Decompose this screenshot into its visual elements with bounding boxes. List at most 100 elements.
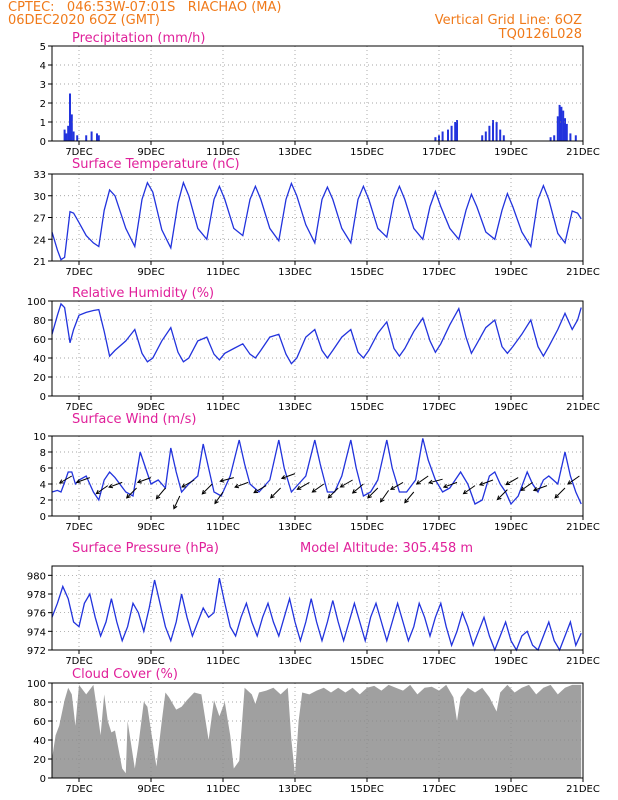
y-tick-label: 20 [33, 373, 46, 384]
wind-arrow-head [269, 493, 275, 499]
x-tick-label: 9DEC [137, 267, 164, 278]
y-tick-label: 974 [27, 627, 46, 638]
x-tick-label: 19DEC [494, 402, 528, 413]
y-tick-label: 980 [27, 571, 46, 582]
x-tick-label: 11DEC [206, 267, 240, 278]
wind-arrow-head [173, 504, 178, 510]
x-tick-label: 7DEC [65, 784, 92, 795]
wind-arrow-head [404, 498, 409, 504]
precip-bar [85, 135, 88, 141]
wind-arrow [137, 477, 152, 483]
wind-arrow-head [478, 481, 484, 486]
wind-arrow-head [379, 497, 385, 503]
panel-title: Precipitation (mm/h) [72, 31, 205, 46]
x-tick-label: 15DEC [350, 267, 384, 278]
y-tick-label: 80 [33, 316, 46, 327]
x-tick-label: 21DEC [566, 784, 600, 795]
y-tick-label: 10 [33, 432, 46, 443]
wind-arrow [520, 481, 533, 491]
x-tick-label: 15DEC [350, 522, 384, 533]
wind-arrow [96, 485, 109, 495]
wind-arrow-head [389, 485, 395, 490]
y-tick-label: 33 [33, 170, 46, 181]
y-tick-label: 21 [33, 257, 46, 268]
precip-bar [502, 135, 505, 141]
precip-bar [69, 93, 71, 141]
panel-title: Relative Humidity (%) [72, 286, 214, 301]
x-tick-label: 13DEC [278, 402, 312, 413]
wind-arrow-head [327, 493, 333, 499]
y-tick-label: 100 [27, 297, 46, 308]
wind-arrow-head [253, 488, 259, 494]
y-tick-label: 20 [33, 755, 46, 766]
precip-bar [65, 133, 68, 141]
wind-arrow [76, 477, 90, 483]
wind-arrow-head [505, 480, 511, 486]
precip-bar [499, 129, 502, 141]
wind-arrow [220, 477, 234, 482]
header-model-id: TQ0126L028 [498, 27, 582, 42]
panel-frame [51, 682, 584, 779]
y-tick-label: 100 [27, 679, 46, 690]
x-tick-label: 11DEC [206, 784, 240, 795]
wind-arrow-head [155, 494, 161, 500]
wind-arrow [181, 479, 195, 488]
wind-arrow-head [108, 483, 114, 489]
x-tick-label: 11DEC [206, 656, 240, 667]
panel-title: Surface Temperature (nC) [72, 157, 240, 172]
y-tick-label: 0 [40, 392, 46, 403]
x-tick-label: 21DEC [566, 147, 600, 158]
wind-arrow [390, 481, 404, 490]
model-altitude: Model Altitude: 305.458 m [300, 541, 473, 556]
precip-bar [450, 125, 453, 141]
wind-arrow-head [58, 479, 64, 484]
wind-arrow-head [214, 499, 219, 505]
wind-arrow [416, 475, 429, 485]
x-tick-label: 19DEC [494, 267, 528, 278]
wind-arrow [479, 479, 494, 486]
cloud-cover-area [52, 684, 582, 778]
x-tick-label: 13DEC [278, 267, 312, 278]
y-tick-label: 24 [33, 235, 46, 246]
x-tick-label: 17DEC [422, 522, 456, 533]
header-grid-line: Vertical Grid Line: 6OZ [434, 13, 582, 28]
x-tick-label: 11DEC [206, 147, 240, 158]
wind-arrow [505, 477, 519, 486]
wind-arrow-head [415, 480, 421, 485]
precip-bar [70, 114, 73, 141]
wind-arrow-head [532, 487, 538, 492]
x-tick-label: 9DEC [137, 656, 164, 667]
precip-bar [556, 116, 559, 141]
y-tick-label: 5 [40, 42, 46, 53]
series-line [51, 577, 582, 652]
precip-bar [495, 122, 498, 141]
x-tick-label: 11DEC [206, 402, 240, 413]
x-tick-label: 21DEC [566, 656, 600, 667]
y-tick-label: 4 [40, 480, 46, 491]
x-tick-label: 21DEC [566, 522, 600, 533]
wind-arrow-head [201, 489, 207, 495]
wind-arrow [214, 491, 224, 504]
y-tick-label: 27 [33, 214, 46, 225]
x-tick-label: 13DEC [278, 784, 312, 795]
y-tick-label: 976 [27, 609, 46, 620]
panel-frame [51, 565, 584, 651]
x-tick-label: 11DEC [206, 522, 240, 533]
precip-bar [90, 131, 93, 141]
precip-bar [72, 131, 75, 141]
y-tick-label: 6 [40, 464, 46, 475]
wind-arrow-head [125, 493, 131, 499]
wind-arrow [253, 485, 267, 494]
wind-arrow [497, 489, 508, 500]
x-tick-label: 21DEC [566, 267, 600, 278]
precip-bar [549, 137, 552, 141]
wind-arrow-head [567, 480, 572, 485]
series-line [51, 180, 582, 261]
precip-bar [97, 135, 100, 141]
wind-arrow [327, 487, 339, 499]
precip-bar [434, 137, 437, 141]
wind-arrow-head [181, 483, 187, 488]
y-tick-label: 972 [27, 646, 46, 657]
wind-arrow-head [339, 483, 345, 488]
y-tick-label: 60 [33, 335, 46, 346]
